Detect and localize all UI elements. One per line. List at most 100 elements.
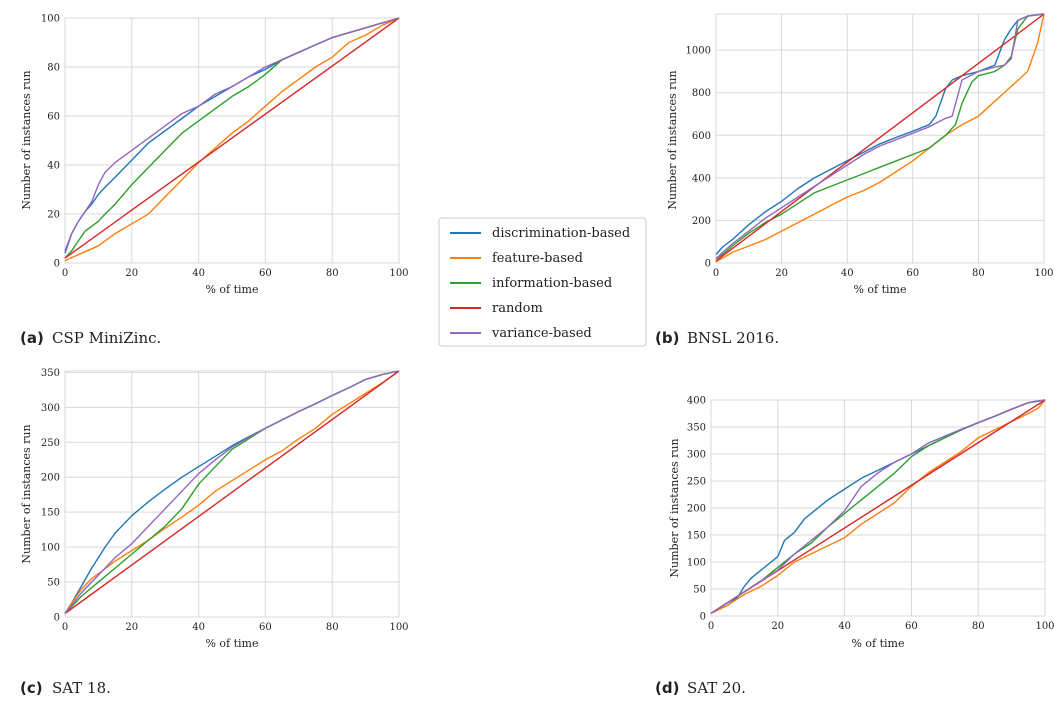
panel-a-caption-letter: (a) bbox=[20, 329, 44, 347]
panel-b-grid bbox=[715, 13, 1045, 264]
panel-c-ytick-label: 350 bbox=[41, 368, 60, 379]
panel-a-series-variance-based bbox=[64, 17, 400, 252]
panel-b-ytick-label: 400 bbox=[692, 173, 711, 184]
panel-d-ticks: 0 20 40 60 80 100 0 50 100 150 200 250 300 350 400 bbox=[687, 396, 1054, 633]
panel-c-series bbox=[64, 370, 400, 615]
panel-c-xtick-label: 60 bbox=[259, 622, 272, 633]
panel-d-ytick-label: 50 bbox=[693, 585, 706, 596]
panel-a-ytick-label: 0 bbox=[54, 259, 60, 270]
panel-b-frame bbox=[715, 13, 1045, 264]
panel-a-xlabel: % of time bbox=[205, 283, 258, 296]
panel-d-series-feature-based bbox=[710, 399, 1046, 614]
panel-d-xtick-label: 40 bbox=[838, 621, 851, 632]
panel-b-caption-text: BNSL 2016. bbox=[687, 329, 779, 347]
panel-d-series bbox=[710, 399, 1046, 614]
panel-b-ytick-label: 200 bbox=[692, 216, 711, 227]
panel-d-ytick-label: 250 bbox=[687, 477, 706, 488]
panel-c: 0 20 40 60 80 100 0 50 100 150 200 250 300 350 % of t… bbox=[20, 368, 409, 697]
panel-d-ytick-label: 0 bbox=[700, 612, 706, 623]
panel-b-xtick-label: 20 bbox=[775, 268, 788, 279]
panel-d-caption-letter: (d) bbox=[655, 679, 679, 697]
panel-d-grid bbox=[710, 399, 1046, 617]
legend-label-variance: variance-based bbox=[491, 326, 592, 341]
panel-d-ytick-label: 150 bbox=[687, 531, 706, 542]
panel-b-xtick-label: 40 bbox=[841, 268, 854, 279]
panel-c-grid bbox=[64, 370, 400, 618]
panel-a-ylabel: Number of instances run bbox=[20, 70, 33, 209]
panel-d-xtick-label: 20 bbox=[771, 621, 784, 632]
panel-a-xtick-label: 20 bbox=[125, 268, 138, 279]
panel-c-ytick-label: 250 bbox=[41, 438, 60, 449]
legend-label-discrimination: discrimination-based bbox=[492, 226, 630, 241]
panel-d-ytick-label: 400 bbox=[687, 396, 706, 407]
panel-a-xtick-label: 40 bbox=[192, 268, 205, 279]
panel-a-frame bbox=[64, 17, 400, 264]
panel-d-xtick-label: 60 bbox=[905, 621, 918, 632]
panel-b-xtick-label: 0 bbox=[713, 268, 719, 279]
panel-b-series-variance-based bbox=[715, 13, 1045, 260]
panel-a-ytick-label: 20 bbox=[47, 210, 60, 221]
panel-c-xtick-label: 100 bbox=[389, 622, 408, 633]
panel-c-series-variance-based bbox=[64, 370, 400, 614]
panel-d: 0 20 40 60 80 100 0 50 100 150 200 250 300 350 400 % o… bbox=[655, 396, 1054, 698]
legend: discrimination-based feature-based infor… bbox=[438, 217, 647, 347]
panel-a-xtick-label: 80 bbox=[326, 268, 339, 279]
panel-a: 0 20 40 60 80 100 0 20 40 60 80 100 % of time Numbe… bbox=[20, 14, 409, 348]
panel-c-ytick-label: 50 bbox=[47, 578, 60, 589]
panel-d-series-variance-based bbox=[710, 399, 1046, 614]
legend-label-information: information-based bbox=[492, 276, 612, 291]
panel-c-ylabel: Number of instances run bbox=[20, 424, 33, 563]
panel-b-ytick-label: 0 bbox=[705, 259, 711, 270]
panel-a-series-feature-based bbox=[64, 17, 400, 262]
panel-c-xtick-label: 80 bbox=[326, 622, 339, 633]
panel-c-series-random bbox=[64, 370, 400, 615]
panel-c-xtick-label: 20 bbox=[125, 622, 138, 633]
panel-b-ytick-label: 1000 bbox=[686, 46, 711, 57]
panel-d-frame bbox=[710, 399, 1046, 617]
panel-a-grid bbox=[64, 17, 400, 264]
legend-label-feature: feature-based bbox=[492, 251, 583, 266]
panel-c-ytick-label: 100 bbox=[41, 543, 60, 554]
panel-a-series bbox=[64, 17, 400, 262]
panel-b-ytick-label: 800 bbox=[692, 88, 711, 99]
panel-a-ytick-label: 60 bbox=[47, 112, 60, 123]
panel-a-series-random bbox=[64, 17, 400, 259]
panel-a-caption-text: CSP MiniZinc. bbox=[52, 329, 161, 347]
panel-c-ytick-label: 0 bbox=[54, 613, 60, 624]
panel-a-ytick-label: 40 bbox=[47, 161, 60, 172]
panel-c-series-feature-based bbox=[64, 370, 400, 614]
panel-c-xtick-label: 40 bbox=[192, 622, 205, 633]
panel-c-xtick-label: 0 bbox=[62, 622, 68, 633]
panel-c-caption-text: SAT 18. bbox=[52, 679, 111, 697]
panel-c-caption-letter: (c) bbox=[20, 679, 43, 697]
panel-d-xlabel: % of time bbox=[851, 637, 904, 650]
panel-a-xtick-label: 100 bbox=[389, 268, 408, 279]
panel-c-ytick-label: 150 bbox=[41, 508, 60, 519]
panel-d-caption-text: SAT 20. bbox=[687, 679, 746, 697]
panel-b-series-random bbox=[715, 13, 1045, 262]
panel-a-xtick-label: 0 bbox=[62, 268, 68, 279]
panel-d-xtick-label: 80 bbox=[972, 621, 985, 632]
panel-c-ticks: 0 20 40 60 80 100 0 50 100 150 200 250 300 350 bbox=[41, 368, 409, 633]
panel-d-ytick-label: 200 bbox=[687, 504, 706, 515]
panel-b-xtick-label: 80 bbox=[972, 268, 985, 279]
panel-d-ytick-label: 300 bbox=[687, 450, 706, 461]
panel-b-ytick-label: 600 bbox=[692, 131, 711, 142]
panel-b-ylabel: Number of instances run bbox=[666, 70, 679, 209]
panel-b-series bbox=[715, 13, 1045, 263]
panel-b-xtick-label: 100 bbox=[1034, 268, 1053, 279]
panel-a-ytick-label: 80 bbox=[47, 63, 60, 74]
panel-d-ytick-label: 100 bbox=[687, 558, 706, 569]
panel-b-series-discrimination-based bbox=[715, 13, 1045, 255]
legend-box bbox=[438, 217, 647, 347]
panel-a-ticks: 0 20 40 60 80 100 0 20 40 60 80 100 bbox=[41, 14, 409, 280]
panel-c-xlabel: % of time bbox=[205, 637, 258, 650]
legend-label-random: random bbox=[492, 301, 543, 316]
panel-c-ytick-label: 200 bbox=[41, 473, 60, 484]
panel-b-xtick-label: 60 bbox=[906, 268, 919, 279]
panel-a-xtick-label: 60 bbox=[259, 268, 272, 279]
panel-b-xlabel: % of time bbox=[853, 283, 906, 296]
panel-b-caption-letter: (b) bbox=[655, 329, 679, 347]
panel-d-xtick-label: 100 bbox=[1035, 621, 1054, 632]
